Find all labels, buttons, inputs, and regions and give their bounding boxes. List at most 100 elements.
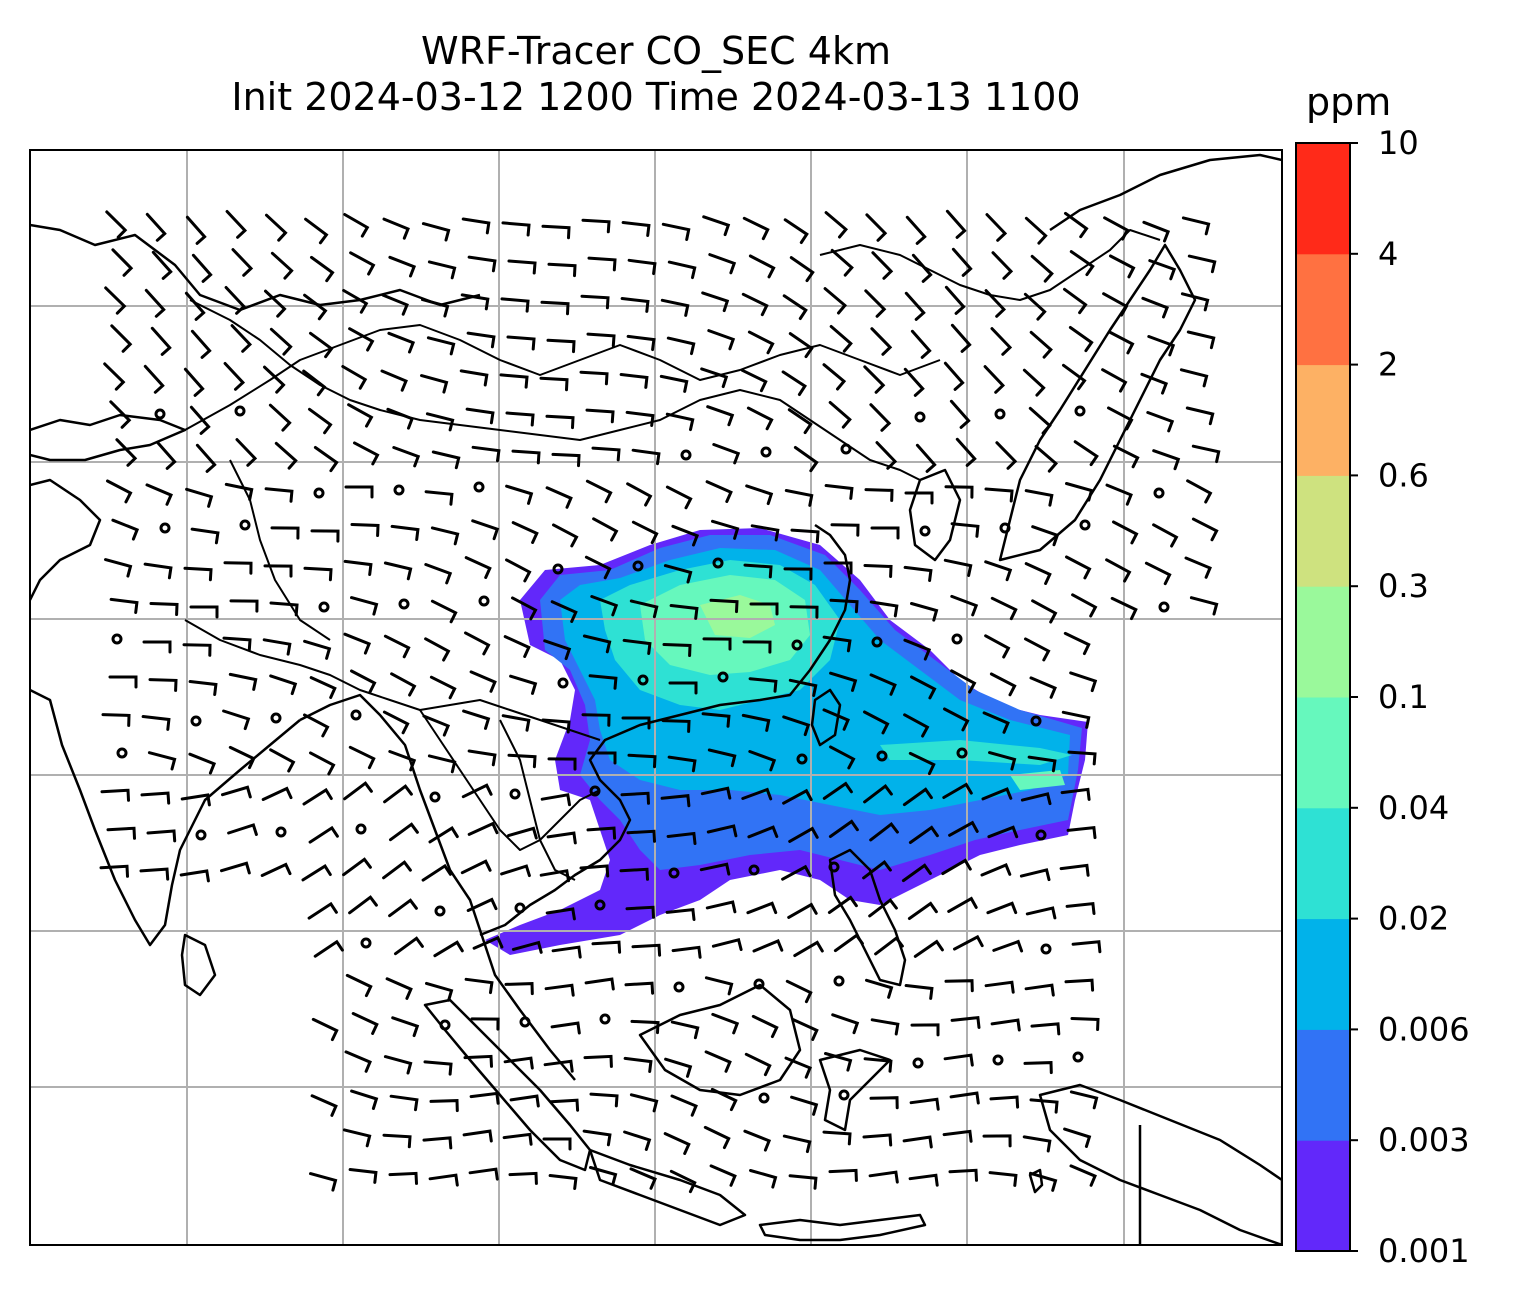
wind-barb xyxy=(342,857,372,877)
calm-wind-circle xyxy=(999,522,1011,534)
wind-barb xyxy=(910,329,932,359)
wind-barb xyxy=(904,491,934,505)
wind-barb xyxy=(748,677,778,693)
wind-barb xyxy=(625,905,655,919)
calm-wind-circle xyxy=(637,674,649,686)
wind-barb xyxy=(711,937,743,951)
wind-barb xyxy=(433,940,464,958)
calm-wind-circle xyxy=(239,519,251,531)
wind-barb xyxy=(824,211,849,239)
wind-barb xyxy=(1065,482,1094,502)
wind-barb xyxy=(1140,372,1169,395)
colorbar-segment xyxy=(1296,918,1350,1030)
wind-barb xyxy=(308,407,333,435)
wind-barb xyxy=(304,217,329,245)
wind-barb xyxy=(146,829,177,843)
wind-barb xyxy=(589,1092,619,1108)
wind-barb xyxy=(389,822,419,842)
wind-barb xyxy=(943,558,973,577)
calm-wind-circle xyxy=(116,747,128,759)
wind-barb xyxy=(501,221,531,237)
wind-barb xyxy=(984,980,1015,994)
wind-barb xyxy=(262,638,292,656)
wind-barb xyxy=(671,524,700,547)
calm-wind-circle xyxy=(828,861,840,873)
wind-barb xyxy=(743,563,773,579)
wind-barb xyxy=(506,335,536,351)
wind-barb xyxy=(460,293,490,311)
wind-barb xyxy=(1191,517,1219,542)
wind-barb xyxy=(911,253,933,283)
wind-barb xyxy=(700,786,732,800)
wind-barb xyxy=(947,896,978,913)
co-tracer-plume xyxy=(485,528,1088,955)
wind-barb xyxy=(180,793,211,807)
wind-barb xyxy=(660,794,691,808)
wind-barb xyxy=(984,634,1011,659)
wind-barb xyxy=(871,251,894,280)
wind-barb xyxy=(108,675,138,689)
wind-barb xyxy=(586,332,616,348)
wind-barb xyxy=(584,977,615,991)
wind-barb xyxy=(869,1096,899,1110)
calm-wind-circle xyxy=(717,671,729,683)
calm-wind-circle xyxy=(632,560,644,572)
wind-barb xyxy=(222,709,251,731)
wind-barb xyxy=(105,210,128,239)
calm-wind-circle xyxy=(360,937,372,949)
wind-barb xyxy=(383,1055,413,1075)
colorbar-tick-label: 10 xyxy=(1378,124,1419,162)
calm-wind-circle xyxy=(914,411,926,423)
wind-barb xyxy=(943,361,965,391)
wind-barb xyxy=(629,599,659,619)
wind-barb xyxy=(788,1174,818,1190)
wind-barb xyxy=(224,286,247,315)
wind-barb xyxy=(670,1020,700,1040)
wind-barb xyxy=(464,977,494,995)
wind-barb xyxy=(1022,368,1046,397)
caspian-region xyxy=(30,413,187,462)
wind-barb xyxy=(950,669,977,694)
wind-barb xyxy=(662,643,692,657)
wind-barb xyxy=(382,710,410,735)
wind-barb xyxy=(829,745,856,770)
colorbar-segment xyxy=(1296,475,1350,587)
wind-barb xyxy=(1112,520,1139,545)
wind-barb xyxy=(1024,216,1048,245)
wind-barb xyxy=(945,209,967,239)
sulawesi xyxy=(818,1048,892,1132)
wind-barb xyxy=(986,901,1018,915)
calm-wind-circle xyxy=(668,867,680,879)
java xyxy=(588,1148,747,1227)
wind-barb xyxy=(874,935,904,956)
wind-barb xyxy=(1024,489,1054,507)
wind-barb xyxy=(1028,406,1052,435)
calm-wind-circle xyxy=(838,1089,850,1101)
wind-barb xyxy=(913,939,944,958)
calm-wind-circle xyxy=(758,1092,770,1104)
calm-wind-circle xyxy=(1079,519,1091,531)
wind-barb xyxy=(868,1170,899,1184)
wind-barb xyxy=(1029,1171,1058,1192)
wind-barb xyxy=(348,895,378,915)
wind-barb xyxy=(427,260,457,280)
wind-barb xyxy=(711,1012,740,1035)
wind-barb xyxy=(944,285,966,315)
calm-wind-circle xyxy=(434,905,446,917)
calm-wind-circle xyxy=(557,677,569,689)
wind-barb xyxy=(111,518,140,541)
wind-barb xyxy=(1061,710,1091,729)
colorbar-segment xyxy=(1296,1029,1350,1141)
wind-barb xyxy=(627,753,657,769)
wind-barb xyxy=(309,1172,338,1192)
wind-barb xyxy=(428,1173,459,1187)
sumatra xyxy=(423,998,592,1172)
wind-barb xyxy=(664,1057,693,1078)
wind-barb xyxy=(389,1094,419,1112)
wind-barb xyxy=(424,563,453,585)
wind-barb xyxy=(824,1052,853,1072)
wind-barb xyxy=(422,714,451,737)
wind-barb xyxy=(624,981,655,995)
wind-barb xyxy=(910,675,937,700)
